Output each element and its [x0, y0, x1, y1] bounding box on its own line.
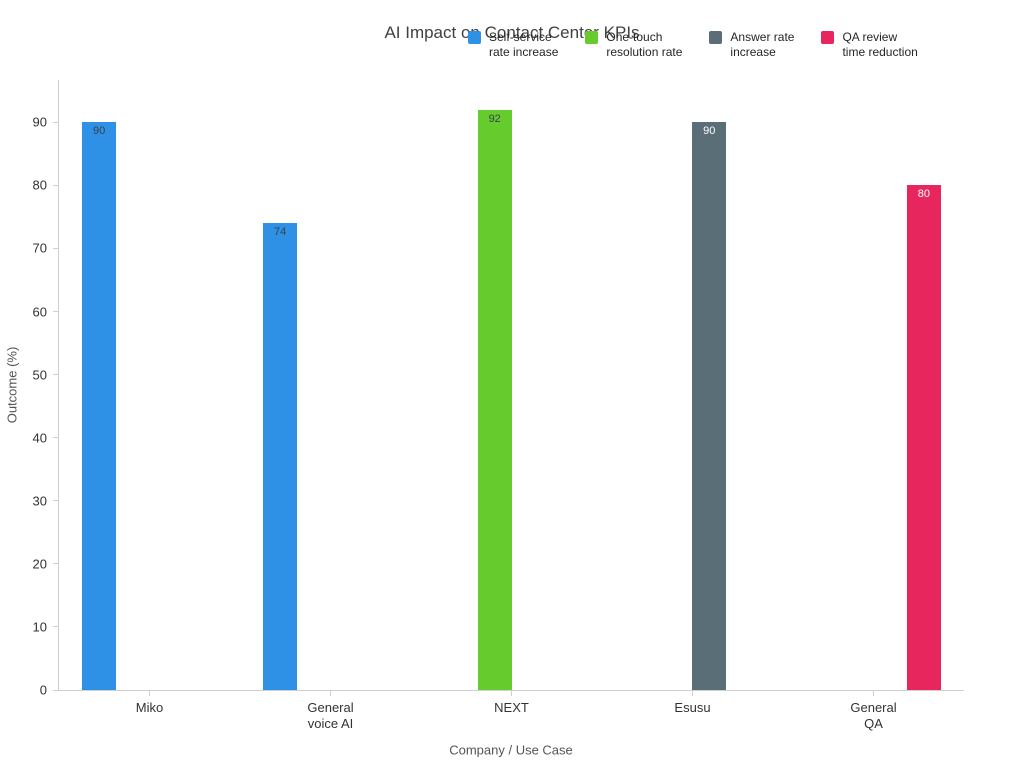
y-axis-tick-label: 30 [32, 493, 47, 509]
y-axis-tick [53, 374, 59, 376]
chart-title: AI Impact on Contact Center KPIs [384, 23, 640, 42]
legend-label: Answer rate increase [730, 30, 795, 59]
y-axis-tick [53, 121, 59, 123]
legend-swatch [585, 31, 599, 44]
y-axis-title: Outcome (%) [4, 346, 20, 424]
legend-item: Answer rate increase [709, 30, 794, 60]
x-axis-tick-label: NEXT [494, 700, 529, 715]
bar-value-label: 90 [703, 125, 716, 138]
bar-value-label: 80 [917, 188, 931, 201]
x-axis-tick [873, 690, 874, 696]
legend-swatch [821, 31, 835, 44]
bar: 90 [82, 122, 117, 690]
x-axis-tick-label: Miko [135, 700, 164, 715]
y-axis-tick-label: 60 [32, 304, 47, 319]
x-axis-tick [511, 690, 512, 696]
y-axis-tick-label: 0 [39, 682, 47, 698]
legend-item: One-touch resolution rate [585, 30, 682, 60]
legend-label: QA review time reduction [842, 30, 918, 59]
legend-item: Self-service rate increase [468, 30, 558, 60]
bar-value-label: 90 [92, 125, 106, 138]
bar: 92 [477, 109, 512, 690]
x-axis-tick-label: General QA [850, 700, 897, 731]
y-axis-tick [53, 437, 59, 439]
legend-label: Self-service rate increase [489, 30, 559, 59]
bar: 90 [692, 122, 727, 690]
y-axis-tick [53, 311, 59, 312]
y-axis-tick-label: 10 [32, 619, 47, 635]
y-axis-tick-label: 20 [32, 556, 47, 572]
legend-swatch [468, 31, 481, 44]
y-axis-tick-label: 50 [32, 367, 47, 383]
x-axis-tick [149, 690, 150, 696]
plot-area: 0 10 20 30 40 50 60 70 80 90 Miko General voice AI NE… [33, 80, 964, 731]
y-axis-tick [53, 626, 59, 628]
legend: Self-service rate increase One-touch resolu… [468, 30, 918, 60]
legend-label: One-touch resolution rate [606, 30, 683, 59]
y-axis-tick [53, 563, 59, 565]
x-axis-tick-label: Esusu [674, 700, 711, 715]
legend-swatch [709, 31, 723, 44]
y-axis-tick [53, 689, 59, 691]
y-axis-tick-label: 70 [32, 240, 47, 256]
x-axis-tick [330, 690, 331, 696]
y-axis-tick-label: 40 [32, 430, 47, 446]
x-axis-tick-label: General voice AI [307, 700, 354, 731]
bar-value-label: 74 [273, 226, 287, 239]
bar: 80 [906, 185, 941, 690]
y-axis-tick-label: 80 [32, 177, 47, 193]
bar: 74 [263, 223, 298, 690]
y-axis-tick-label: 90 [32, 114, 47, 130]
x-axis-tick [692, 690, 693, 696]
legend-item: QA review time reduction [821, 30, 918, 60]
bar-value-label: 92 [488, 112, 501, 125]
y-axis-tick [53, 184, 59, 186]
y-axis-tick [53, 247, 59, 249]
y-axis-tick [53, 500, 59, 502]
x-axis-title: Company / Use Case [449, 742, 573, 758]
